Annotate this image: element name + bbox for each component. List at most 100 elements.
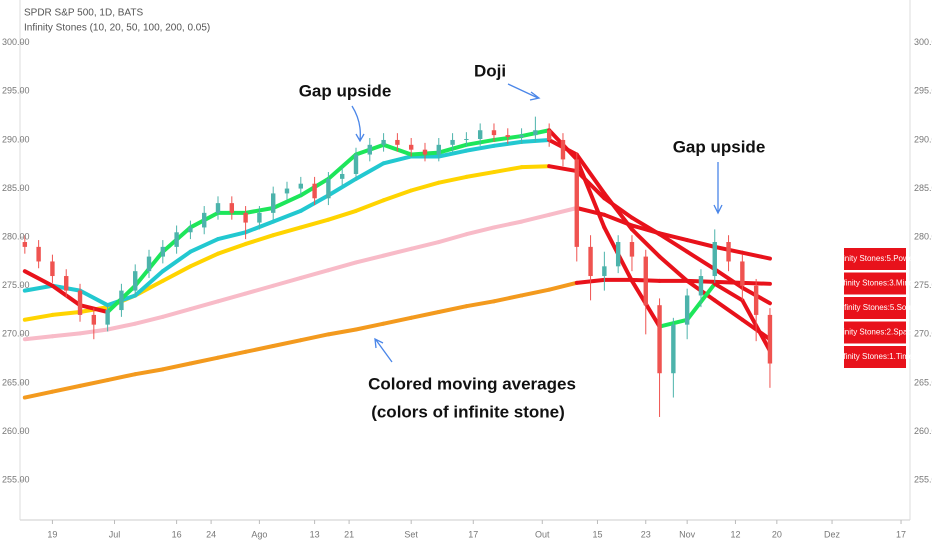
moving-average: [271, 275, 303, 288]
x-tick-label: 21: [344, 529, 354, 539]
y-tick-label: 300.00: [914, 37, 932, 47]
moving-average: [160, 307, 193, 319]
moving-average: [574, 157, 607, 230]
moving-average: [243, 233, 276, 246]
moving-average: [464, 143, 496, 153]
x-tick-label: 20: [772, 529, 782, 539]
moving-average: [326, 260, 358, 273]
moving-average: [188, 251, 221, 269]
y-tick-label: 265.00: [914, 377, 932, 387]
moving-average: [298, 268, 331, 280]
candle-body: [105, 310, 110, 325]
candle-body: [491, 130, 497, 136]
moving-average: [326, 327, 358, 337]
moving-average: [188, 299, 221, 312]
candle-body: [339, 173, 345, 179]
candle-body: [215, 203, 221, 213]
candle-body: [381, 139, 386, 145]
moving-average: [216, 230, 248, 242]
candle-body: [395, 139, 400, 145]
moving-average: [78, 378, 110, 388]
y-tick-label: 255.00: [2, 475, 30, 485]
x-tick-label: Nov: [679, 529, 696, 539]
y-tick-label: 275.00: [2, 280, 30, 290]
y-tick-label: 260.00: [914, 426, 932, 436]
moving-average: [381, 246, 414, 258]
moving-average: [574, 152, 607, 196]
moving-average: [629, 227, 662, 259]
moving-average: [160, 361, 193, 372]
y-tick-label: 280.00: [914, 232, 932, 242]
moving-average: [22, 389, 55, 400]
candle-body: [726, 242, 731, 262]
candle-body: [174, 232, 179, 247]
candle-body: [271, 193, 276, 213]
moving-average: [602, 191, 634, 232]
x-tick-label: 16: [172, 529, 182, 539]
y-tick-label: 270.00: [914, 329, 932, 339]
candle-body: [629, 242, 635, 257]
legend-label: Infinity Stones:2.Space: [834, 328, 916, 337]
candle-body: [657, 305, 662, 374]
candle-body: [712, 242, 717, 277]
moving-average: [464, 299, 496, 309]
arrow: [374, 337, 393, 363]
x-tick-label: 24: [206, 529, 216, 539]
candle-body: [202, 212, 207, 228]
moving-average: [519, 212, 552, 224]
moving-average: [436, 148, 469, 159]
moving-average: [50, 331, 83, 339]
moving-average: [271, 225, 303, 238]
legend-box: [844, 346, 906, 368]
moving-average: [326, 208, 358, 222]
moving-average: [160, 264, 193, 283]
candle-body: [160, 246, 166, 257]
moving-average: [105, 321, 138, 332]
annotation: (colors of infinite stone): [371, 402, 565, 421]
candle-body: [367, 144, 372, 155]
candle-body: [353, 154, 359, 174]
x-tick-label: Jul: [109, 529, 121, 539]
candle-body: [119, 290, 124, 311]
moving-average: [50, 310, 83, 317]
x-tick-label: Dez: [824, 529, 841, 539]
legend-label: Infinity Stones:1.Time: [837, 352, 914, 361]
moving-average: [491, 219, 524, 230]
moving-average: [105, 372, 138, 383]
moving-average: [271, 208, 303, 224]
y-tick-label: 290.00: [914, 134, 932, 144]
moving-average: [271, 193, 303, 210]
y-tick-label: 295.00: [914, 86, 932, 96]
x-tick-label: Set: [404, 529, 418, 539]
moving-average: [326, 176, 358, 198]
candle-body: [36, 246, 41, 262]
candle-body: [588, 246, 593, 277]
x-tick-label: 17: [468, 529, 478, 539]
candle-body: [312, 183, 317, 199]
chart-title: SPDR S&P 500, 1D, BATS: [24, 8, 143, 19]
candle-body: [684, 295, 690, 325]
candle-body: [133, 271, 138, 291]
candle-body: [753, 285, 759, 315]
annotation: Colored moving averages: [368, 374, 576, 393]
x-tick-label: 23: [641, 529, 651, 539]
candle-body: [477, 130, 483, 139]
moving-average: [712, 298, 745, 322]
moving-average: [381, 315, 414, 326]
candle-body: [450, 139, 455, 145]
moving-average: [547, 280, 579, 292]
candle-body: [519, 135, 524, 138]
moving-average: [629, 215, 662, 237]
moving-average: [740, 250, 772, 261]
candle-body: [408, 144, 414, 150]
candle-body: [50, 261, 55, 277]
moving-average: [188, 237, 221, 254]
candle-body: [284, 188, 290, 194]
candle-body: [560, 139, 566, 160]
x-tick-label: Out: [535, 529, 550, 539]
moving-average: [436, 232, 469, 245]
y-tick-label: 265.00: [2, 377, 30, 387]
moving-average: [188, 355, 221, 366]
moving-average: [712, 267, 745, 290]
